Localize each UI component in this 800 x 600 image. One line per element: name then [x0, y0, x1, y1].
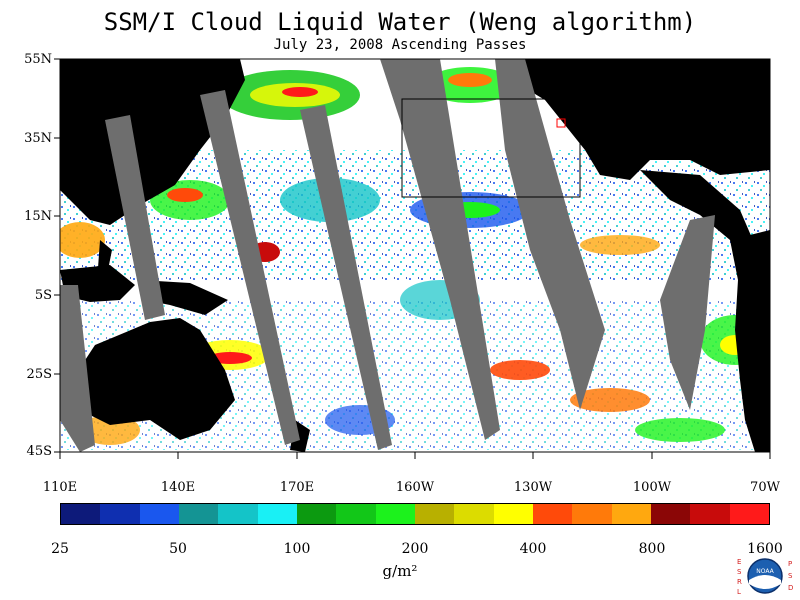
logo-letter-l: L — [737, 588, 741, 596]
colorbar — [60, 503, 770, 525]
colorbar-label-400: 400 — [519, 541, 547, 557]
colorbar-swatch-13 — [532, 504, 573, 524]
colorbar-swatch-11 — [454, 504, 494, 524]
location-marker — [556, 118, 566, 128]
colorbar-swatch-17 — [690, 504, 730, 524]
colorbar-swatch-5 — [218, 504, 258, 524]
colorbar-swatch-6 — [257, 504, 297, 524]
colorbar-label-200: 200 — [401, 541, 429, 557]
lon-label-110e: 110E — [42, 480, 78, 495]
colorbar-swatch-2 — [100, 504, 140, 524]
logo-letter-s2: S — [788, 572, 793, 580]
colorbar-swatch-16 — [650, 504, 691, 524]
logo-letter-p: P — [788, 560, 792, 568]
colorbar-swatch-7 — [296, 504, 337, 524]
land-masses — [60, 59, 770, 452]
colorbar-label-25: 25 — [51, 541, 69, 557]
colorbar-units: g/m² — [382, 562, 418, 580]
colorbar-swatch-14 — [572, 504, 612, 524]
colorbar-swatch-12 — [493, 504, 533, 524]
logo-letter-d: D — [788, 584, 793, 592]
colorbar-swatch-4 — [178, 504, 219, 524]
colorbar-label-100: 100 — [283, 541, 311, 557]
lat-label-15n: 15N — [24, 209, 52, 224]
lon-label-160w: 160W — [395, 480, 435, 495]
lat-label-45s: 45S — [26, 444, 52, 459]
lat-label-5s: 5S — [34, 288, 52, 303]
axis-ticks — [54, 58, 771, 459]
lon-label-140e: 140E — [160, 480, 196, 495]
noaa-esrl-psd-logo: E S R L NOAA P S D — [737, 558, 793, 596]
colorbar-swatch-15 — [611, 504, 651, 524]
colorbar-swatch-9 — [375, 504, 415, 524]
colorbar-swatch-1 — [61, 504, 101, 524]
lat-label-55n: 55N — [24, 52, 52, 67]
colorbar-swatch-10 — [414, 504, 455, 524]
lat-label-25s: 25S — [26, 367, 52, 382]
colorbar-label-1600: 1600 — [747, 541, 783, 557]
logo-letter-s: S — [737, 568, 742, 576]
colorbar-swatch-3 — [139, 504, 179, 524]
lat-label-35n: 35N — [24, 131, 52, 146]
colorbar-label-50: 50 — [169, 541, 187, 557]
logo-letter-e: E — [737, 558, 741, 566]
map-title: SSM/I Cloud Liquid Water (Weng algorithm… — [103, 8, 697, 36]
colorbar-swatch-8 — [336, 504, 376, 524]
lon-label-170e: 170E — [279, 480, 315, 495]
lon-label-130w: 130W — [513, 480, 553, 495]
region-box — [401, 98, 581, 198]
noaa-badge-text: NOAA — [756, 568, 774, 575]
colorbar-swatch-18 — [729, 504, 769, 524]
lon-label-100w: 100W — [632, 480, 672, 495]
lon-label-70w: 70W — [750, 480, 780, 495]
map-subtitle: July 23, 2008 Ascending Passes — [273, 37, 527, 53]
colorbar-label-800: 800 — [638, 541, 666, 557]
logo-letter-r: R — [737, 578, 742, 586]
swath-gaps — [60, 59, 715, 452]
